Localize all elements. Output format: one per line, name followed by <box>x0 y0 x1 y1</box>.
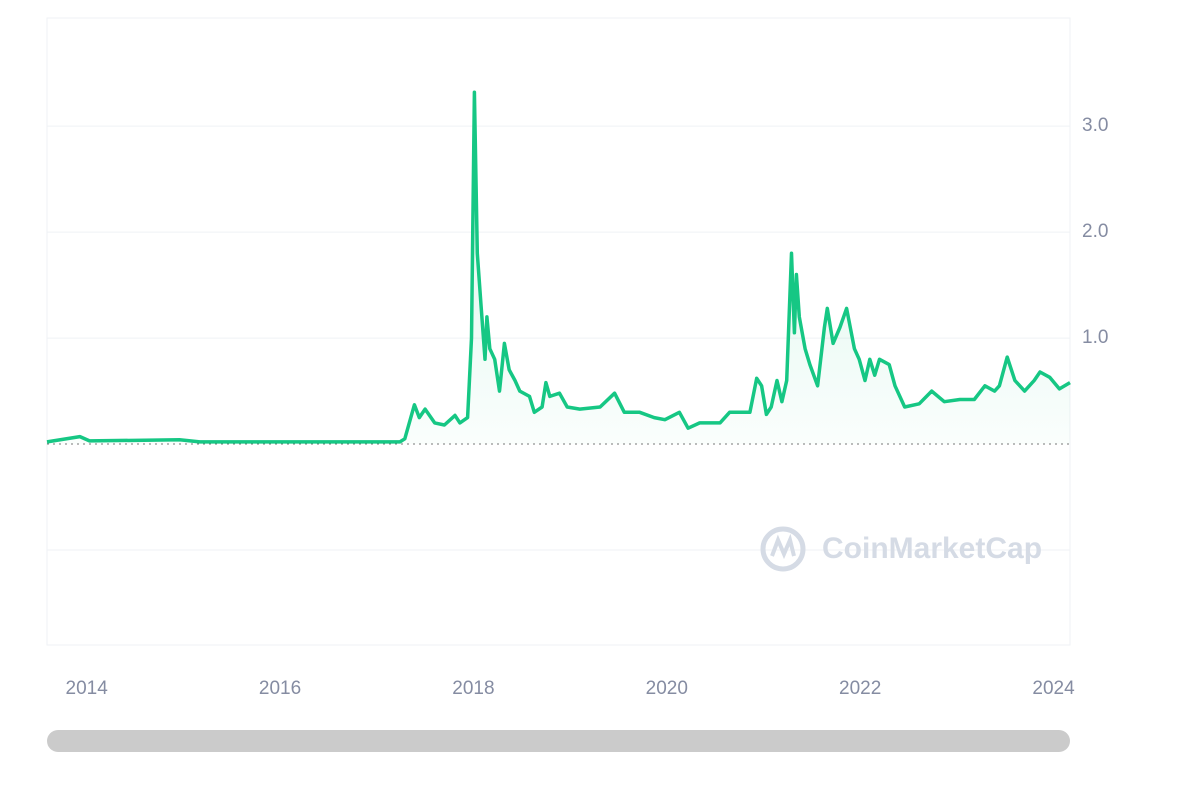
x-tick-label: 2024 <box>1032 678 1075 699</box>
x-tick-label: 2014 <box>66 678 109 699</box>
price-line <box>46 90 1071 444</box>
scrollbar[interactable] <box>47 730 1070 752</box>
x-tick-label: 2020 <box>646 678 688 699</box>
watermark-logo-mark <box>770 533 796 560</box>
plot-frame <box>46 17 1071 646</box>
watermark-text: CoinMarketCap <box>822 532 1042 565</box>
watermark-logo <box>760 526 806 572</box>
price-area <box>47 92 1070 445</box>
watermark: CoinMarketCap <box>760 526 1042 572</box>
x-tick-label: 2022 <box>839 678 881 699</box>
x-tick-label: 2018 <box>452 678 494 699</box>
y-tick-label: 2.0 <box>1082 221 1108 242</box>
x-tick-label: 2016 <box>259 678 301 699</box>
y-tick-label: 1.0 <box>1082 327 1108 348</box>
y-tick-label: 3.0 <box>1082 115 1108 136</box>
